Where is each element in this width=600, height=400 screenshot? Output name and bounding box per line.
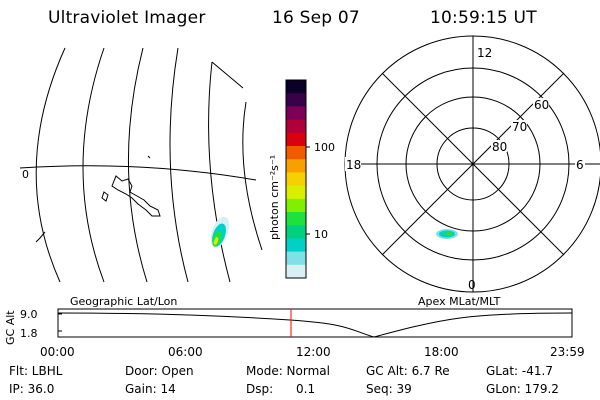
meridian-line: [82, 47, 105, 283]
gc-alt-frame: [57, 308, 573, 338]
longitude-label: 0: [22, 168, 29, 181]
colorbar-tick-label: 10: [314, 228, 328, 241]
colorbar-segment: [286, 132, 306, 147]
coastline: [101, 191, 109, 202]
info-glat: GLat: -41.7: [486, 364, 553, 378]
gc-alt-ytick: 9.0: [20, 308, 38, 321]
mlt-label-18: 18: [346, 158, 361, 172]
info-seq: Seq: 39: [366, 382, 412, 396]
info-flt: Flt: LBHL: [9, 364, 63, 378]
mlat-label-60: 60: [534, 98, 549, 112]
meridian-line: [128, 47, 148, 283]
colorbar-segment: [286, 251, 306, 266]
info-door: Door: Open: [125, 364, 194, 378]
colorbar-segment: [286, 106, 306, 121]
colorbar-segment: [286, 264, 306, 279]
polar-caption: Apex MLat/MLT: [418, 295, 501, 308]
mlt-label-12: 12: [477, 46, 492, 60]
aurora-emission-geo: [210, 216, 230, 248]
colorbar-segment: [286, 80, 306, 94]
colorbar-segment: [286, 172, 306, 187]
gc-alt-ytick: 1.8: [20, 327, 38, 340]
aurora-emission-polar: [436, 229, 458, 239]
mlt-label-0: 0: [468, 278, 476, 292]
gc-alt-curve: [57, 312, 573, 338]
time-tick-label: 23:59: [550, 345, 585, 359]
mlt-label-6: 6: [576, 158, 584, 172]
colorbar-segment: [286, 212, 306, 226]
time-tick-label: 18:00: [424, 345, 459, 359]
mlat-label-70: 70: [512, 120, 527, 134]
observation-time: 10:59:15 UT: [430, 8, 537, 28]
colorbar-segment: [286, 238, 306, 253]
gc-alt-plot: [57, 308, 573, 338]
time-tick-label: 00:00: [40, 345, 75, 359]
time-tick-label: 06:00: [168, 345, 203, 359]
coastline: [111, 175, 161, 217]
colorbar-segment: [286, 146, 306, 160]
time-tick-label: 12:00: [296, 345, 331, 359]
colorbar-segment: [286, 159, 306, 173]
polar-plot: [344, 35, 600, 293]
colorbar-segment: [286, 198, 306, 213]
colorbar: [286, 80, 306, 279]
parallel-line: [19, 165, 257, 181]
meridian-line: [242, 101, 263, 251]
meridian-line: [208, 61, 231, 283]
coastline: [147, 155, 151, 159]
colorbar-frame: [285, 79, 307, 279]
colorbar-segment: [286, 119, 306, 134]
mlat-label-80: 80: [492, 140, 507, 154]
info-ip: IP: 36.0: [9, 382, 55, 396]
observation-date: 16 Sep 07: [272, 8, 360, 28]
info-dsp: Dsp: 0.1: [246, 382, 316, 396]
colorbar-unit-label: photon cm⁻²s⁻¹: [268, 155, 281, 240]
info-glon: GLon: 179.2: [486, 382, 559, 396]
colorbar-segment: [286, 93, 306, 107]
earth-limb-line: [211, 61, 244, 89]
colorbar-segment: [286, 225, 306, 239]
info-gc-alt: GC Alt: 6.7 Re: [366, 364, 450, 378]
info-gain: Gain: 14: [125, 382, 176, 396]
gc-alt-ylabel: GC Alt: [4, 310, 17, 345]
info-mode: Mode: Normal: [246, 364, 330, 378]
coastline: [35, 231, 46, 243]
colorbar-tick-label: 100: [314, 141, 335, 154]
meridian-line: [169, 47, 189, 283]
colorbar-segment: [286, 185, 306, 200]
instrument-title: Ultraviolet Imager: [48, 8, 206, 28]
meridian-line: [35, 47, 66, 283]
geographic-caption: Geographic Lat/Lon: [70, 295, 177, 308]
geographic-map-panel: [19, 47, 263, 283]
